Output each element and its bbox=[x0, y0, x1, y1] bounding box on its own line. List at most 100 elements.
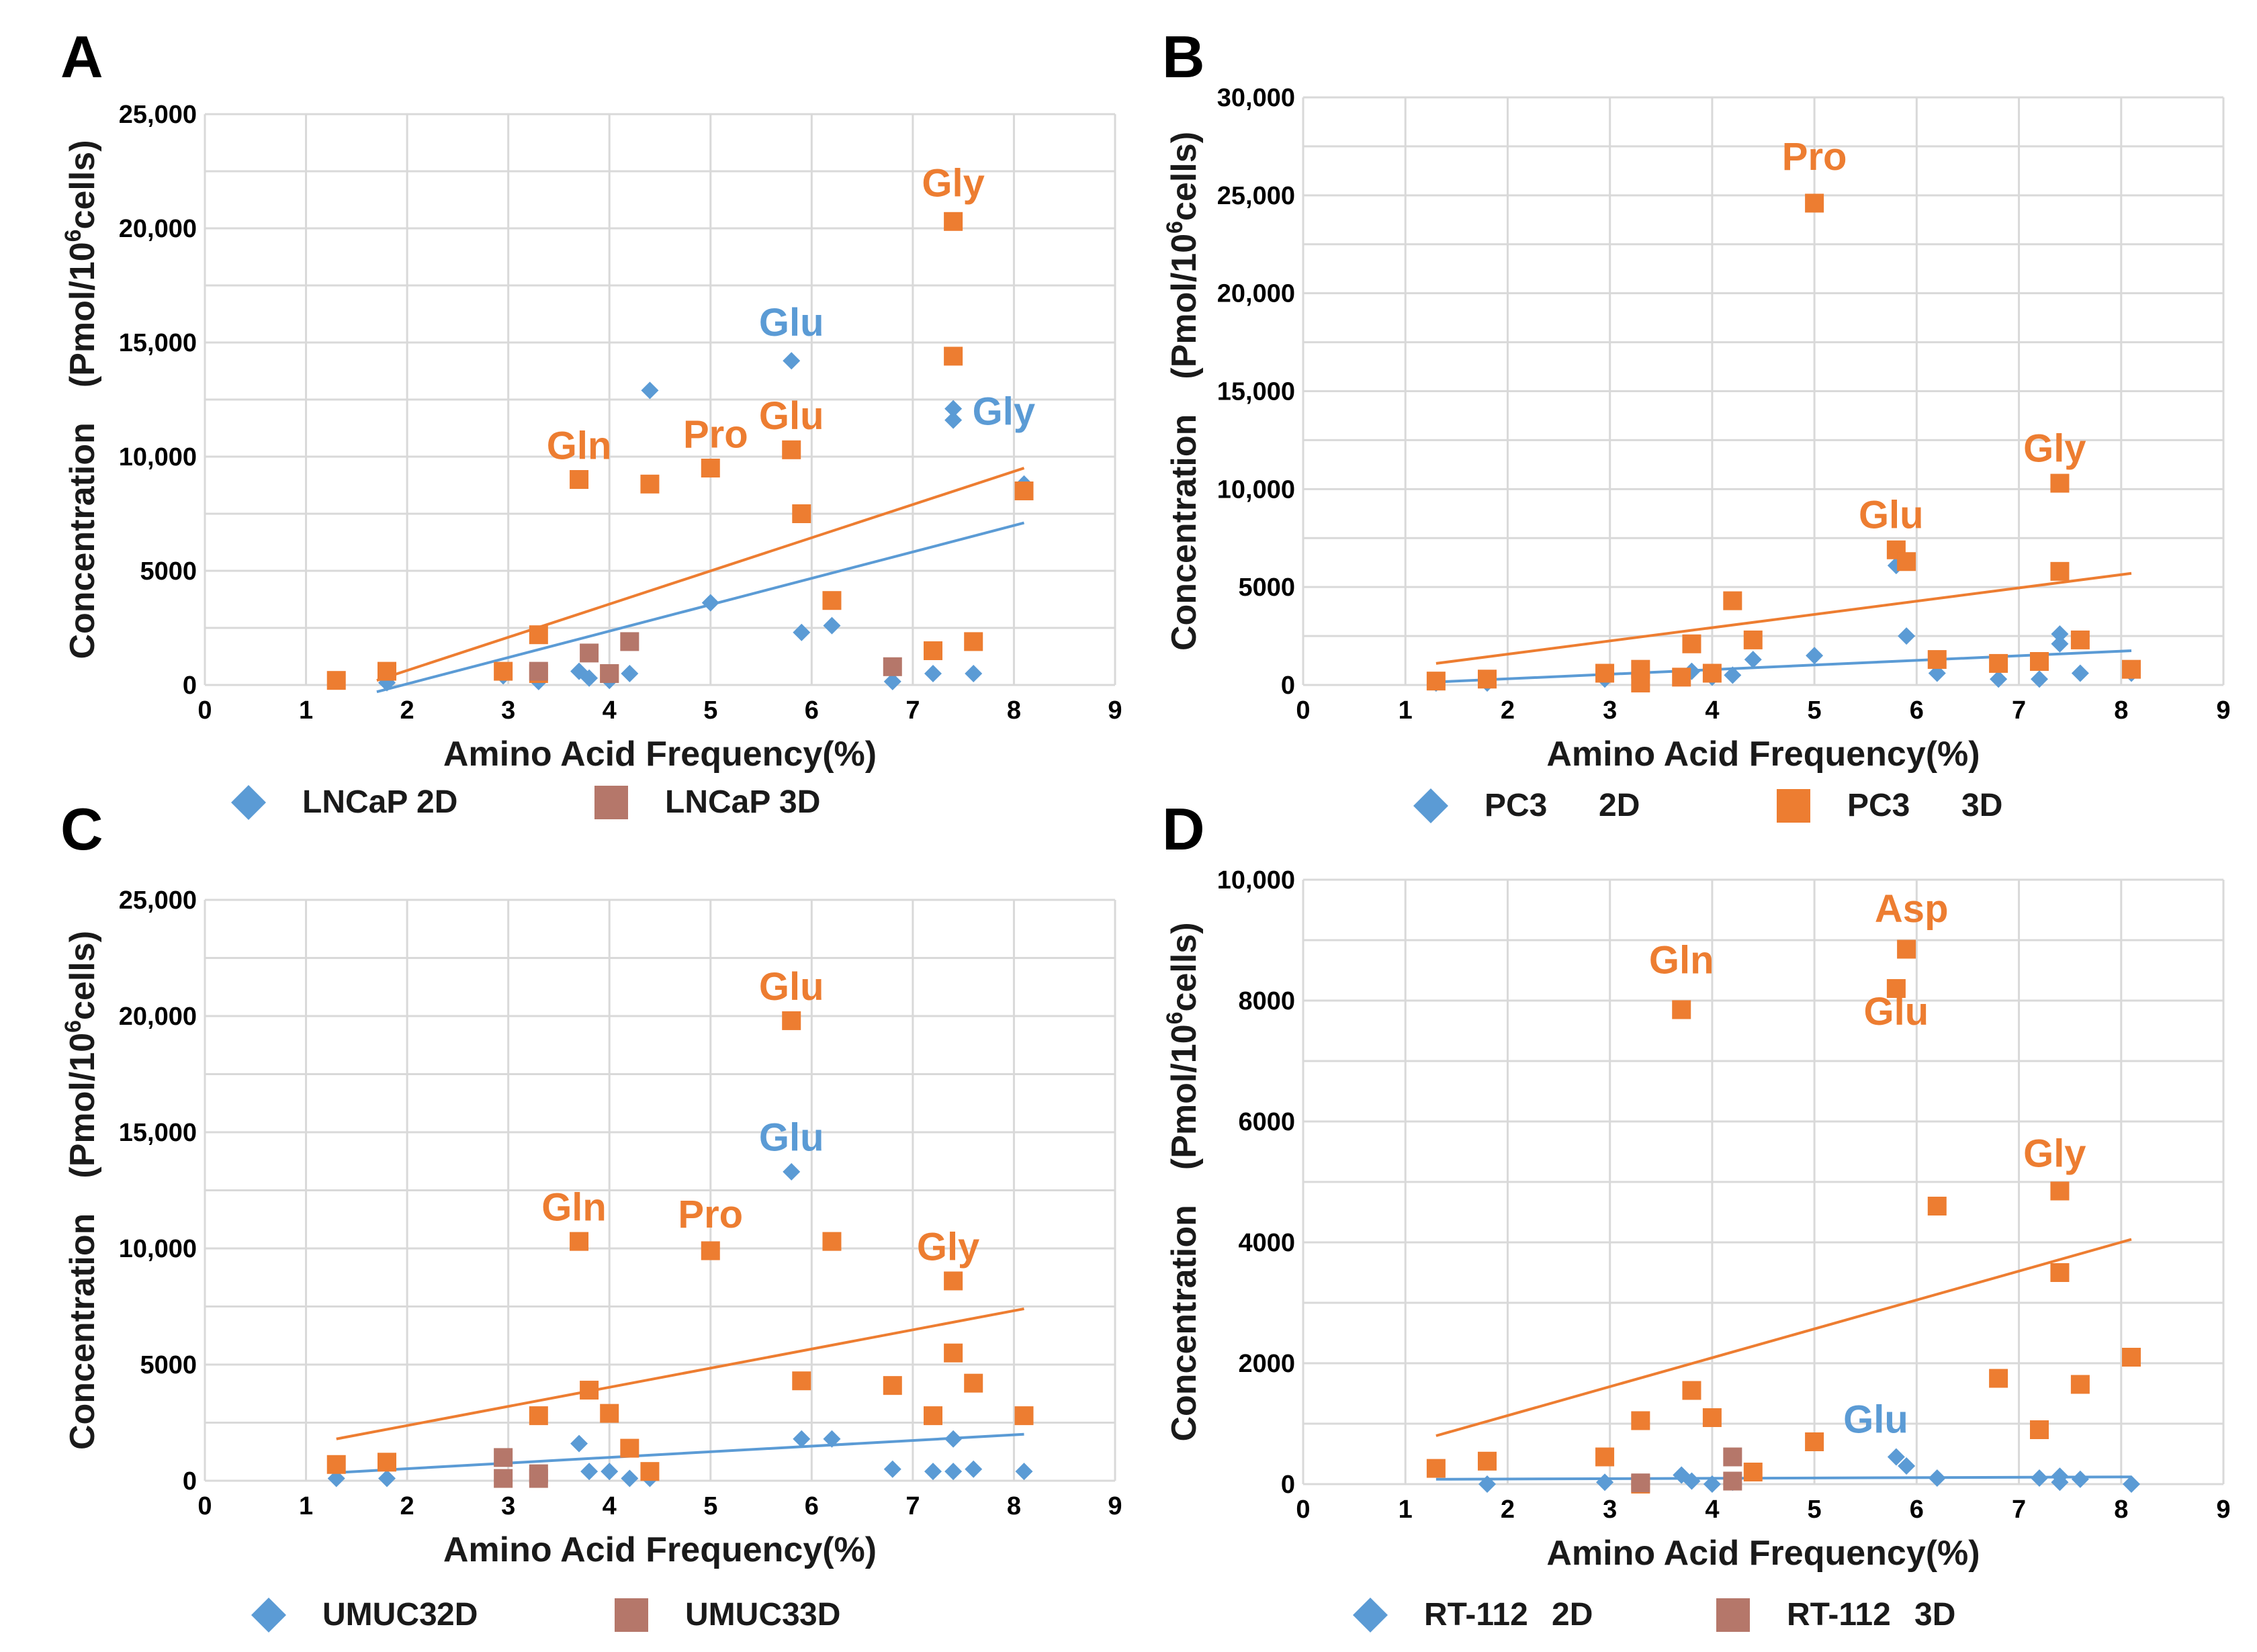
y-tick-label: 15,000 bbox=[119, 329, 197, 357]
trendline-lncap-2d bbox=[376, 521, 1025, 694]
data-point bbox=[600, 1404, 619, 1423]
data-point bbox=[620, 1438, 639, 1458]
y-tick-label: 20,000 bbox=[119, 215, 197, 243]
panel-b: B 0 5000 10,000 15,000 20,000 25,000 30,000 0 1 2 3… bbox=[1162, 24, 2231, 823]
y-tick-label: 5000 bbox=[1238, 573, 1295, 602]
data-point bbox=[378, 661, 396, 681]
x-tick-label: 7 bbox=[905, 1492, 920, 1520]
annotation-label: Gly bbox=[2023, 1132, 2086, 1176]
x-tick-label: 1 bbox=[299, 696, 313, 725]
data-point bbox=[2031, 1469, 2048, 1487]
x-tick-label: 0 bbox=[197, 696, 212, 725]
x-tick-label: 3 bbox=[501, 1492, 515, 1520]
y-axis-label-tail: cells) bbox=[63, 931, 102, 1020]
data-point bbox=[1897, 552, 1916, 571]
data-point bbox=[883, 672, 901, 690]
legend-cell-line: UMUC3 bbox=[685, 1597, 800, 1633]
x-tick-label: 5 bbox=[1808, 1496, 1822, 1524]
x-tick-label: 7 bbox=[2012, 1496, 2026, 1524]
annotation-label: Gly bbox=[973, 389, 1036, 433]
y-axis-label-tail: cells) bbox=[1165, 132, 1204, 221]
data-point bbox=[1724, 666, 1742, 684]
data-point bbox=[1928, 1469, 1946, 1487]
data-point bbox=[1703, 1475, 1721, 1493]
data-point bbox=[641, 381, 659, 400]
annotation-label: Glu bbox=[1843, 1398, 1908, 1442]
legend-condition: 3D bbox=[1961, 788, 2002, 823]
data-point bbox=[1595, 1447, 1615, 1467]
y-axis-label-tail: cells) bbox=[63, 140, 102, 229]
x-tick-label: 9 bbox=[1108, 696, 1122, 725]
x-tick-label: 8 bbox=[2114, 1496, 2128, 1524]
annotation-label: Pro bbox=[683, 412, 748, 456]
data-point bbox=[1723, 1447, 1742, 1467]
data-point bbox=[570, 1232, 589, 1251]
annotation-label: Glu bbox=[1859, 494, 1924, 537]
data-point bbox=[1806, 647, 1824, 665]
data-point bbox=[1744, 651, 1762, 669]
legend-marker-diamond bbox=[231, 785, 266, 820]
y-tick-label: 0 bbox=[1281, 672, 1295, 700]
y-axis-label-main: Concentration (Pmol/10 bbox=[1165, 234, 1204, 651]
data-point bbox=[1672, 668, 1691, 687]
panel-label: B bbox=[1162, 24, 1205, 90]
data-point bbox=[2050, 1263, 2070, 1282]
y-tick-label: 0 bbox=[183, 1467, 197, 1496]
data-point bbox=[1898, 1457, 1916, 1475]
data-point bbox=[1723, 1471, 1742, 1491]
data-point bbox=[1805, 193, 1824, 213]
data-point bbox=[529, 1469, 548, 1488]
data-point bbox=[1743, 630, 1763, 649]
x-tick-label: 2 bbox=[400, 1492, 414, 1520]
data-point bbox=[1631, 1411, 1650, 1430]
data-point bbox=[2123, 1475, 2140, 1493]
x-tick-label: 4 bbox=[1705, 696, 1719, 725]
data-point bbox=[2071, 1470, 2089, 1488]
data-point bbox=[621, 665, 639, 682]
data-point bbox=[793, 1430, 811, 1448]
data-point bbox=[964, 1373, 983, 1393]
data-point bbox=[2122, 659, 2141, 679]
legend-marker-square bbox=[1716, 1598, 1750, 1632]
legend-condition: 2D bbox=[416, 784, 457, 820]
legend-marker-square bbox=[1777, 789, 1810, 823]
data-point bbox=[580, 1381, 599, 1400]
data-point bbox=[640, 474, 660, 494]
x-tick-label: 7 bbox=[2012, 696, 2026, 725]
y-tick-label: 2000 bbox=[1238, 1350, 1295, 1378]
data-point bbox=[965, 665, 983, 682]
data-point bbox=[1014, 481, 1034, 500]
data-point bbox=[2071, 664, 2089, 682]
y-tick-label: 25,000 bbox=[1217, 182, 1295, 210]
data-point bbox=[944, 1430, 963, 1448]
data-point bbox=[2050, 1181, 2070, 1201]
data-point bbox=[620, 632, 639, 651]
y-axis-label-sup: 6 bbox=[1162, 221, 1188, 234]
x-tick-label: 9 bbox=[1108, 1492, 1122, 1520]
data-point bbox=[944, 1463, 963, 1481]
data-point bbox=[326, 671, 346, 690]
data-point bbox=[2122, 1348, 2141, 1367]
x-tick-label: 6 bbox=[805, 696, 819, 725]
legend-marker-square bbox=[615, 1598, 648, 1632]
panel-label: D bbox=[1162, 796, 1205, 862]
data-point bbox=[783, 1162, 801, 1181]
data-point bbox=[600, 664, 619, 683]
data-point bbox=[580, 643, 599, 663]
x-tick-label: 8 bbox=[2114, 696, 2128, 725]
x-tick-label: 0 bbox=[197, 1492, 212, 1520]
annotation-label: Gln bbox=[541, 1185, 607, 1229]
data-point bbox=[580, 1463, 599, 1481]
trendline-lncap-3d bbox=[376, 467, 1025, 682]
x-tick-label: 3 bbox=[1603, 1496, 1617, 1524]
y-axis-label-sup: 6 bbox=[60, 1020, 86, 1033]
data-point bbox=[1927, 1197, 1947, 1215]
panel-label: A bbox=[60, 24, 103, 90]
data-point bbox=[1723, 591, 1742, 610]
legend-condition: 2D bbox=[1599, 788, 1640, 823]
y-axis-label-tail: cells) bbox=[1165, 922, 1204, 1011]
data-point bbox=[621, 1469, 639, 1487]
data-point bbox=[944, 347, 963, 366]
data-point bbox=[2030, 1420, 2049, 1439]
legend-cell-line: UMUC3 bbox=[322, 1597, 437, 1633]
